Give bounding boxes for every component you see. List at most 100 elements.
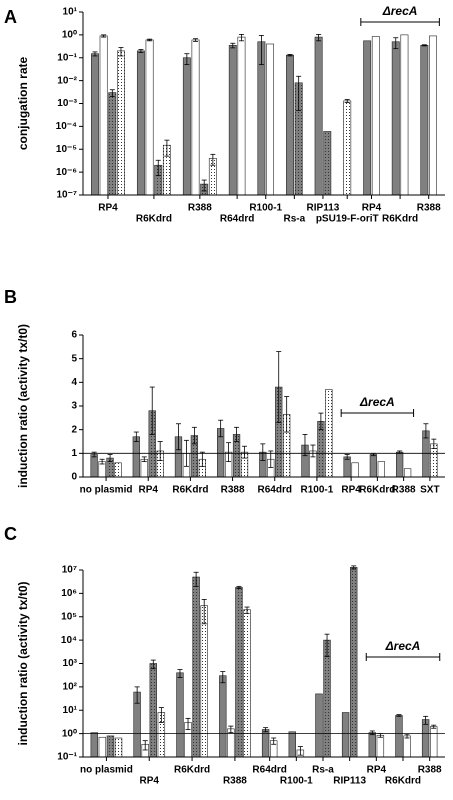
bar xyxy=(420,45,429,196)
bar xyxy=(371,36,380,196)
y-tick-label: 5 xyxy=(71,353,77,364)
bar xyxy=(368,732,376,758)
x-tick-label: R388 xyxy=(392,485,416,496)
bar xyxy=(400,34,409,196)
bar xyxy=(396,451,404,478)
x-tick-label: no plasmid xyxy=(80,485,133,496)
bar xyxy=(376,734,385,758)
bar xyxy=(90,454,98,478)
bar xyxy=(235,587,243,758)
bar xyxy=(343,456,351,478)
x-tick-label: R64drd xyxy=(252,765,286,776)
y-tick-label: 0 xyxy=(71,472,77,483)
x-tick-label: RP4 xyxy=(367,765,387,776)
x-tick-label: RP4 xyxy=(139,485,159,496)
bar xyxy=(403,735,411,758)
y-tick-label: 3 xyxy=(71,401,77,412)
x-tick-label: R388 xyxy=(188,203,212,214)
x-tick-label: R100-1 xyxy=(249,203,282,214)
panel-label: C xyxy=(4,524,17,544)
y-tick-label: 10⁻² xyxy=(57,75,77,86)
y-tick-label: 10⁻⁵ xyxy=(56,144,77,155)
x-tick-label: RP4 xyxy=(341,485,361,496)
bar xyxy=(266,43,275,196)
bar xyxy=(227,728,235,758)
y-tick-label: 10⁴ xyxy=(61,635,77,646)
x-tick-label: R388 xyxy=(417,203,441,214)
bar xyxy=(421,719,430,758)
bar xyxy=(192,576,200,758)
bar xyxy=(191,39,200,196)
y-tick-label: 10⁷ xyxy=(62,565,77,576)
x-tick-label: R64drd xyxy=(258,485,292,496)
x-tick-label: RP4 xyxy=(98,203,118,214)
y-tick-label: 10⁶ xyxy=(61,588,77,599)
bar xyxy=(108,92,117,196)
x-tick-label: R6Kdrd xyxy=(382,214,418,225)
bar xyxy=(315,693,323,758)
y-tick-label: 10⁻⁷ xyxy=(56,190,77,201)
x-tick-label: R6Kdrd xyxy=(174,765,210,776)
x-tick-label: R6Kdrd xyxy=(172,485,208,496)
bar xyxy=(117,50,125,196)
y-tick-label: 10⁰ xyxy=(62,728,77,739)
y-tick-label: 10⁻¹ xyxy=(57,52,77,63)
x-tick-label: R6Kdrd xyxy=(359,485,395,496)
bar xyxy=(323,131,332,196)
x-tick-label: R388 xyxy=(418,765,442,776)
bar xyxy=(363,40,372,196)
bar xyxy=(106,735,115,758)
annotation: ΔrecA xyxy=(385,639,421,653)
y-tick-label: 10⁰ xyxy=(62,30,77,41)
x-tick-label: R100-1 xyxy=(280,776,313,787)
x-tick-label: R6Kdrd xyxy=(385,776,421,787)
y-tick-label: 10⁻¹ xyxy=(57,752,77,763)
bar xyxy=(219,675,227,758)
bar xyxy=(132,436,140,478)
bar xyxy=(99,35,108,196)
bar xyxy=(395,715,403,758)
bar xyxy=(403,468,412,478)
x-tick-label: RP4 xyxy=(362,203,382,214)
y-tick-label: 6 xyxy=(71,330,77,341)
bar xyxy=(341,712,350,758)
bar xyxy=(114,737,123,758)
bar xyxy=(350,567,358,758)
y-tick-label: 10¹ xyxy=(63,7,78,18)
y-tick-label: 2 xyxy=(71,424,77,435)
bar xyxy=(91,53,99,196)
y-tick-label: 10² xyxy=(63,682,78,693)
x-tick-label: Rs-a xyxy=(312,765,334,776)
bar xyxy=(351,462,359,478)
y-tick-label: 10⁻⁶ xyxy=(56,167,77,178)
bar xyxy=(182,57,191,196)
bar xyxy=(228,45,237,196)
x-tick-label: RIP113 xyxy=(307,203,340,214)
bar xyxy=(429,35,437,196)
y-tick-label: 10⁻⁴ xyxy=(56,121,77,132)
bar xyxy=(343,100,352,196)
y-tick-label: 4 xyxy=(71,377,77,388)
bar xyxy=(286,54,294,196)
bar xyxy=(391,41,400,196)
bar xyxy=(237,36,246,196)
x-tick-label: pSU19-F-oriT xyxy=(316,214,379,225)
y-axis-title: induction ratio (activity tx/t0) xyxy=(16,581,30,745)
x-tick-label: RIP113 xyxy=(333,776,366,787)
y-tick-label: 1 xyxy=(71,448,77,459)
bar xyxy=(430,726,438,758)
x-tick-label: R388 xyxy=(223,776,247,787)
y-axis-title: induction ratio (activity tx/t0) xyxy=(16,324,30,488)
bar xyxy=(200,605,208,758)
bar xyxy=(176,672,184,758)
y-tick-label: 10³ xyxy=(63,658,78,669)
annotation: ΔrecA xyxy=(359,395,395,409)
panel-label: B xyxy=(4,287,17,307)
x-tick-label: RP4 xyxy=(140,776,160,787)
x-tick-label: R100-1 xyxy=(300,485,333,496)
bar xyxy=(243,609,251,758)
y-tick-label: 10⁻³ xyxy=(57,98,77,109)
x-tick-label: Rs-a xyxy=(283,214,305,225)
x-tick-label: R388 xyxy=(221,485,245,496)
